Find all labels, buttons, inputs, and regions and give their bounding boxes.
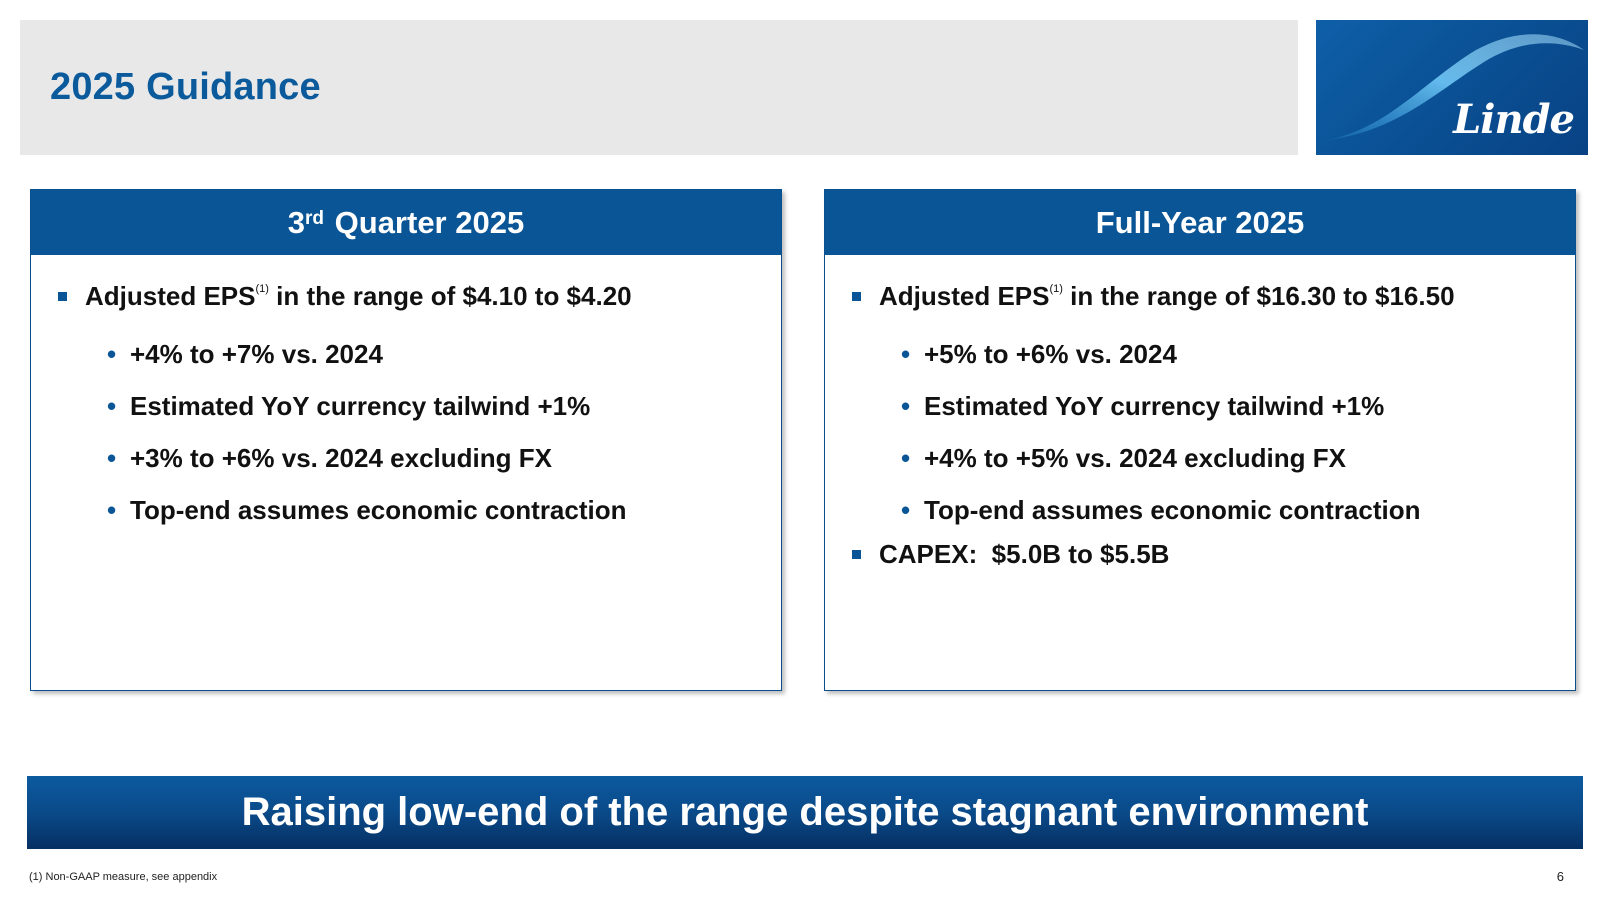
- full-year-guidance-panel: Full-Year 2025 Adjusted EPS(1) in the ra…: [824, 189, 1576, 691]
- list-item: • Estimated YoY currency tailwind +1%: [55, 389, 781, 423]
- list-item: • +4% to +7% vs. 2024: [55, 337, 781, 371]
- dot-bullet-icon: •: [901, 339, 911, 369]
- list-item: • Estimated YoY currency tailwind +1%: [849, 389, 1575, 423]
- header-text: Full-Year 2025: [1095, 204, 1305, 240]
- title-bar: 2025 Guidance: [20, 20, 1298, 155]
- square-bullet-icon: [852, 550, 861, 559]
- header-number: 3: [287, 204, 306, 240]
- dot-bullet-icon: •: [901, 443, 911, 473]
- square-bullet-icon: [852, 292, 861, 301]
- list-item-text: Top-end assumes economic contraction: [924, 495, 1421, 525]
- eps-range: in the range of $4.10 to $4.20: [268, 281, 632, 311]
- dot-bullet-icon: •: [901, 495, 911, 525]
- page-number: 6: [1556, 869, 1564, 884]
- list-item-text: +4% to +5% vs. 2024 excluding FX: [924, 443, 1346, 473]
- panel-body: Adjusted EPS(1) in the range of $16.30 t…: [825, 255, 1575, 571]
- footnote: (1) Non-GAAP measure, see appendix: [29, 871, 218, 883]
- page-title: 2025 Guidance: [50, 66, 321, 108]
- logo-swoosh-icon: [1326, 34, 1584, 140]
- list-item-text: Top-end assumes economic contraction: [130, 495, 627, 525]
- dot-bullet-icon: •: [107, 391, 117, 421]
- list-item-text: Estimated YoY currency tailwind +1%: [924, 391, 1385, 421]
- list-item-text: +4% to +7% vs. 2024: [130, 339, 383, 369]
- list-item-text: +5% to +6% vs. 2024: [924, 339, 1177, 369]
- footnote-ref: (1): [1049, 283, 1063, 295]
- list-item-text: Estimated YoY currency tailwind +1%: [130, 391, 591, 421]
- eps-range: in the range of $16.30 to $16.50: [1062, 281, 1455, 311]
- footnote-ref: (1): [255, 283, 269, 295]
- dot-bullet-icon: •: [901, 391, 911, 421]
- panel-body: Adjusted EPS(1) in the range of $4.10 to…: [31, 255, 781, 527]
- linde-logo: Linde: [1316, 20, 1588, 155]
- header-ordinal: rd: [305, 207, 325, 229]
- list-item: • Top-end assumes economic contraction: [849, 493, 1575, 527]
- header-text: Quarter 2025: [326, 204, 525, 240]
- list-item: • +4% to +5% vs. 2024 excluding FX: [849, 441, 1575, 475]
- eps-label: Adjusted EPS: [85, 281, 256, 311]
- capex-text: CAPEX: $5.0B to $5.5B: [879, 539, 1170, 569]
- eps-guidance-item: Adjusted EPS(1) in the range of $16.30 t…: [849, 279, 1575, 319]
- dot-bullet-icon: •: [107, 339, 117, 369]
- list-item: • Top-end assumes economic contraction: [55, 493, 781, 527]
- logo-wordmark: Linde: [1453, 96, 1575, 143]
- panel-header: Full-Year 2025: [825, 190, 1575, 255]
- square-bullet-icon: [58, 292, 67, 301]
- capex-guidance-item: CAPEX: $5.0B to $5.5B: [849, 537, 1575, 571]
- list-item: • +3% to +6% vs. 2024 excluding FX: [55, 441, 781, 475]
- dot-bullet-icon: •: [107, 443, 117, 473]
- list-item: • +5% to +6% vs. 2024: [849, 337, 1575, 371]
- dot-bullet-icon: •: [107, 495, 117, 525]
- list-item-text: +3% to +6% vs. 2024 excluding FX: [130, 443, 552, 473]
- key-message-banner: Raising low-end of the range despite sta…: [27, 776, 1583, 849]
- eps-guidance-item: Adjusted EPS(1) in the range of $4.10 to…: [55, 279, 781, 319]
- eps-label: Adjusted EPS: [879, 281, 1050, 311]
